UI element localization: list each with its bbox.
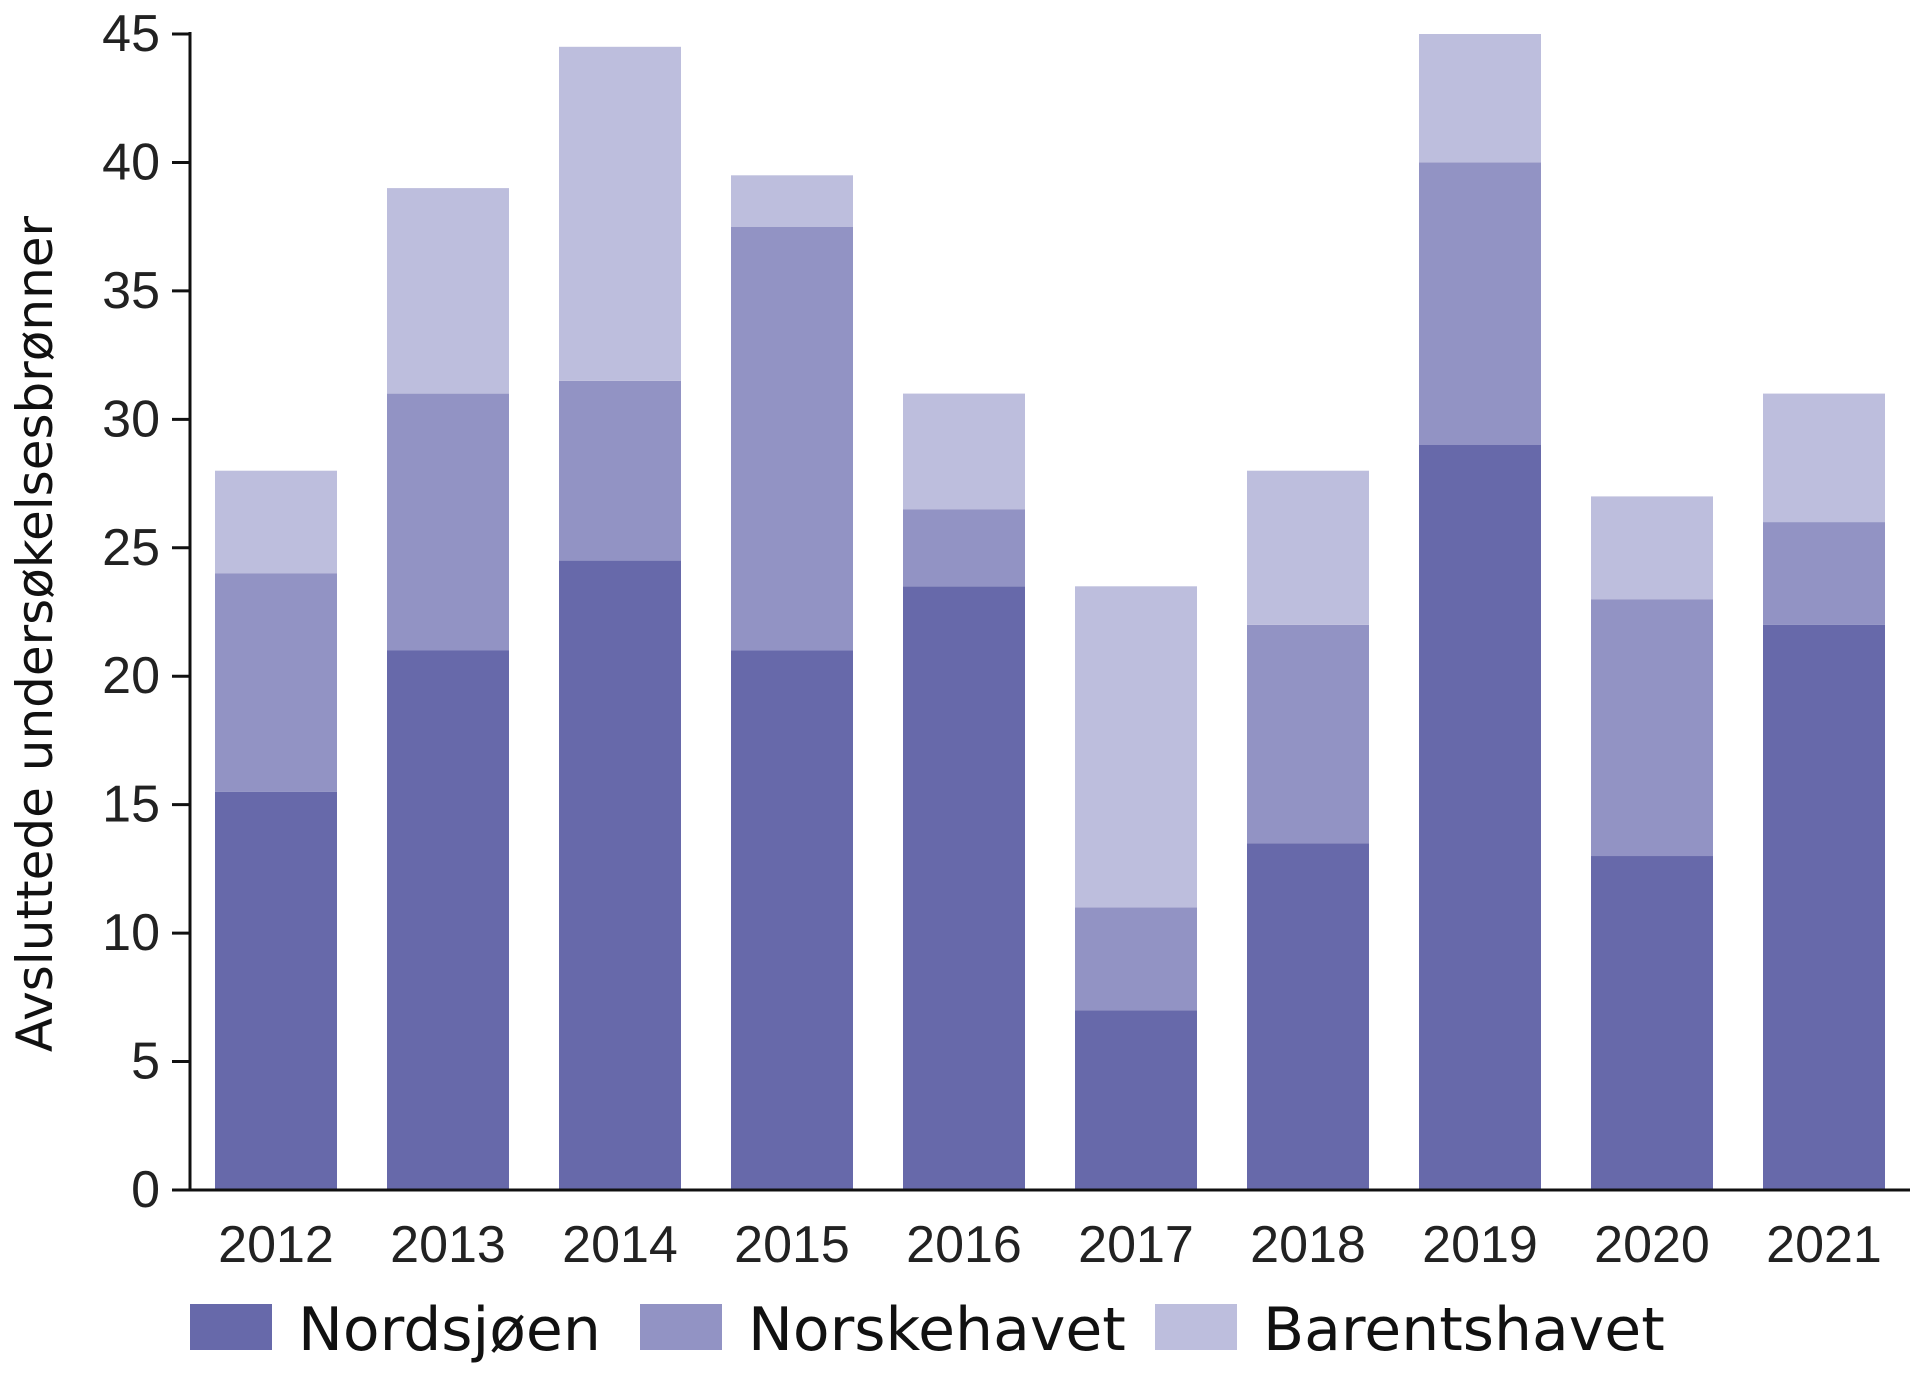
legend-label: Nordsjøen <box>298 1295 601 1365</box>
bar-segment-2015-3 <box>731 175 853 227</box>
bar-segment-2012-1 <box>215 791 337 1190</box>
legend-swatch <box>190 1304 272 1350</box>
bar-segment-2020-3 <box>1591 496 1713 600</box>
bar-segment-2021-2 <box>1763 522 1885 625</box>
y-tick-label: 35 <box>102 262 160 320</box>
bar-segment-2017-1 <box>1075 1010 1197 1190</box>
bar-segment-2015-1 <box>731 650 853 1190</box>
bar-segment-2018-1 <box>1247 843 1369 1190</box>
bar-segment-2018-3 <box>1247 470 1369 625</box>
bar-segment-2016-2 <box>903 509 1025 587</box>
x-tick-label: 2015 <box>734 1216 850 1274</box>
x-tick-label: 2016 <box>906 1216 1022 1274</box>
y-tick-label: 20 <box>102 647 160 705</box>
bar-segment-2019-3 <box>1419 34 1541 163</box>
bar-segment-2014-2 <box>559 380 681 561</box>
axes-layer <box>188 32 1910 1192</box>
y-tick-label: 30 <box>102 390 160 448</box>
legend-label: Barentshavet <box>1263 1295 1665 1365</box>
legend-swatch <box>640 1304 722 1350</box>
y-tick-label: 25 <box>102 519 160 577</box>
bar-segment-2020-2 <box>1591 599 1713 857</box>
bar-segment-2017-3 <box>1075 586 1197 908</box>
y-tick-label: 15 <box>102 776 160 834</box>
bar-segment-2018-2 <box>1247 624 1369 844</box>
y-tick-label: 5 <box>131 1033 160 1091</box>
x-tick-label: 2013 <box>390 1216 506 1274</box>
bars-layer <box>215 34 1885 1190</box>
x-tick-label: 2021 <box>1766 1216 1882 1274</box>
bar-segment-2012-3 <box>215 470 337 574</box>
bar-segment-2020-1 <box>1591 856 1713 1190</box>
x-tick-label: 2018 <box>1250 1216 1366 1274</box>
bar-segment-2021-1 <box>1763 624 1885 1190</box>
y-tick-label: 40 <box>102 133 160 191</box>
x-tick-label: 2019 <box>1422 1216 1538 1274</box>
y-axis-title: Avsluttede undersøkelsesbrønner <box>6 215 64 1052</box>
legend-label: Norskehavet <box>748 1295 1126 1365</box>
y-tick-label: 10 <box>102 904 160 962</box>
bar-segment-2016-3 <box>903 393 1025 510</box>
bar-segment-2013-1 <box>387 650 509 1190</box>
bar-segment-2013-3 <box>387 188 509 394</box>
bar-segment-2016-1 <box>903 586 1025 1190</box>
legend-swatch <box>1155 1304 1237 1350</box>
bar-segment-2014-1 <box>559 560 681 1190</box>
y-tick-label: 0 <box>131 1161 160 1219</box>
bar-segment-2015-2 <box>731 226 853 651</box>
bar-segment-2019-2 <box>1419 162 1541 445</box>
bar-segment-2019-1 <box>1419 445 1541 1190</box>
bar-segment-2014-3 <box>559 46 681 381</box>
x-tick-label: 2017 <box>1078 1216 1194 1274</box>
bar-segment-2017-2 <box>1075 907 1197 1011</box>
ticks-layer: 0 5 10 15 20 25 30 35 40 45 2012 2013 2014 2015 2016 20… <box>102 5 1882 1274</box>
x-tick-label: 2020 <box>1594 1216 1710 1274</box>
legend: Nordsjøen Norskehavet Barentshavet <box>190 1295 1665 1365</box>
bar-segment-2012-2 <box>215 573 337 792</box>
bar-segment-2013-2 <box>387 393 509 651</box>
y-tick-label: 45 <box>102 5 160 63</box>
bar-segment-2021-3 <box>1763 393 1885 522</box>
x-tick-label: 2014 <box>562 1216 678 1274</box>
x-tick-label: 2012 <box>218 1216 334 1274</box>
